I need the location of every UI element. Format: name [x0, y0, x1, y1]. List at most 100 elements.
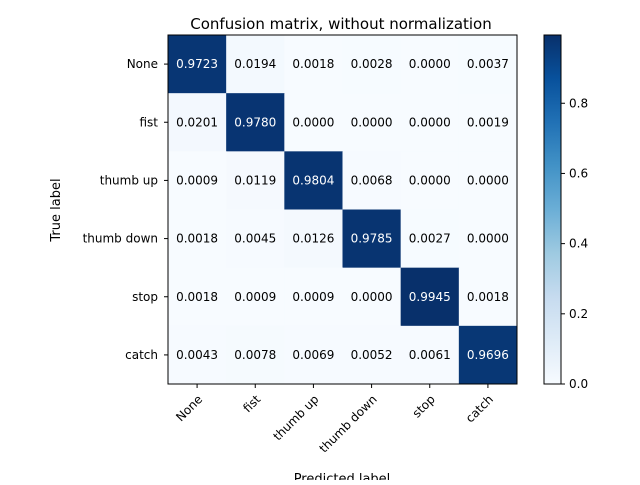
heatmap-cell: [168, 93, 227, 152]
heatmap-cell: [168, 151, 227, 210]
heatmap-cell-labels: 0.9723 0.0194 0.0018 0.0028 0.0000 0.0037 0.02…: [176, 57, 509, 362]
heatmap-cell: [342, 35, 402, 94]
x-tick-label: thumb up: [270, 392, 321, 443]
cell-value-label: 0.0009: [176, 173, 218, 187]
heatmap-cell: [168, 35, 227, 94]
colorbar: [543, 34, 562, 385]
x-axis-label: Predicted label: [294, 472, 391, 480]
chart-title: Confusion matrix, without normalization: [190, 15, 492, 33]
cell-value-label: 0.0027: [409, 232, 451, 246]
cell-value-label: 0.9696: [467, 348, 509, 362]
heatmap-cell: [400, 267, 460, 327]
heatmap-cell: [342, 325, 402, 385]
heatmap-cell: [458, 93, 518, 152]
cell-value-label: 0.0037: [467, 57, 509, 71]
cell-value-label: 0.0069: [292, 348, 334, 362]
cell-value-label: 0.0000: [409, 115, 451, 129]
colorbar-tick-label: 0.2: [569, 307, 588, 321]
cell-value-label: 0.9780: [234, 115, 276, 129]
cell-value-label: 0.0000: [351, 290, 393, 304]
heatmap-cell: [168, 267, 227, 327]
cell-value-label: 0.9785: [351, 232, 393, 246]
cell-value-label: 0.0052: [351, 348, 393, 362]
cell-value-label: 0.0000: [292, 115, 334, 129]
heatmap-cell: [226, 325, 285, 385]
y-tick-label: fist: [139, 115, 158, 129]
plot-frame: [167, 34, 518, 385]
heatmap-cell: [458, 35, 518, 94]
y-tick-label: thumb up: [100, 173, 158, 187]
heatmap-cell: [458, 325, 518, 385]
cell-value-label: 0.9945: [409, 290, 451, 304]
cell-value-label: 0.9723: [176, 57, 218, 71]
cell-value-label: 0.0000: [409, 173, 451, 187]
heatmap-cell: [284, 151, 343, 210]
heatmap-cell: [226, 209, 285, 269]
heatmap-cell: [284, 267, 343, 327]
cell-value-label: 0.0126: [292, 232, 334, 246]
heatmap-cell: [458, 151, 518, 210]
y-tick-label: None: [127, 57, 158, 71]
colorbar-tick-label: 0.0: [569, 377, 588, 391]
heatmap-cell: [342, 209, 402, 269]
cell-value-label: 0.0119: [234, 173, 276, 187]
cell-value-label: 0.0078: [234, 348, 276, 362]
x-tick-label: fist: [240, 392, 263, 415]
heatmap-cell: [284, 209, 343, 269]
cell-value-label: 0.0018: [176, 290, 218, 304]
heatmap-cell: [400, 93, 460, 152]
heatmap-cell: [226, 35, 285, 94]
heatmap-cell: [284, 325, 343, 385]
cell-value-label: 0.0009: [234, 290, 276, 304]
cell-value-label: 0.0194: [234, 57, 276, 71]
heatmap-cell: [284, 93, 343, 152]
heatmap-cell: [400, 209, 460, 269]
cell-value-label: 0.0045: [234, 232, 276, 246]
cell-value-label: 0.0018: [292, 57, 334, 71]
heatmap-cell: [342, 267, 402, 327]
heatmap-cells: [168, 35, 518, 385]
y-tick-label: thumb down: [83, 232, 158, 246]
cell-value-label: 0.0201: [176, 115, 218, 129]
y-tick-label: stop: [132, 290, 158, 304]
heatmap-cell: [168, 209, 227, 269]
heatmap-cell: [168, 325, 227, 385]
cell-value-label: 0.0000: [467, 173, 509, 187]
heatmap-cell: [400, 35, 460, 94]
cell-value-label: 0.0043: [176, 348, 218, 362]
cell-value-label: 0.0000: [409, 57, 451, 71]
heatmap-cell: [458, 209, 518, 269]
x-tick-label: None: [173, 392, 205, 424]
cell-value-label: 0.9804: [292, 173, 334, 187]
heatmap-cell: [342, 93, 402, 152]
cell-value-label: 0.0000: [467, 232, 509, 246]
colorbar-tick-label: 0.8: [569, 96, 588, 110]
cell-value-label: 0.0009: [292, 290, 334, 304]
colorbar-tick-label: 0.4: [569, 237, 588, 251]
cell-value-label: 0.0018: [467, 290, 509, 304]
heatmap-cell: [226, 151, 285, 210]
cell-value-label: 0.0061: [409, 348, 451, 362]
colorbar-ticks: 0.0 0.2 0.4 0.6 0.8: [561, 96, 588, 391]
heatmap-cell: [284, 35, 343, 94]
y-axis-label: True label: [49, 178, 64, 242]
heatmap-cell: [400, 325, 460, 385]
heatmap-cell: [342, 151, 402, 210]
heatmap-cell: [458, 267, 518, 327]
cell-value-label: 0.0018: [176, 232, 218, 246]
heatmap-cell: [226, 267, 285, 327]
colorbar-tick-label: 0.6: [569, 166, 588, 180]
x-tick-label: catch: [463, 392, 496, 425]
cell-value-label: 0.0068: [351, 173, 393, 187]
x-tick-label: thumb down: [316, 392, 379, 455]
cell-value-label: 0.0019: [467, 115, 509, 129]
heatmap-cell: [226, 93, 285, 152]
y-tick-label: catch: [125, 348, 158, 362]
y-axis-ticks: None fist thumb up thumb down stop catch: [83, 57, 168, 362]
x-tick-label: stop: [410, 392, 438, 420]
cell-value-label: 0.0000: [351, 115, 393, 129]
cell-value-label: 0.0028: [351, 57, 393, 71]
